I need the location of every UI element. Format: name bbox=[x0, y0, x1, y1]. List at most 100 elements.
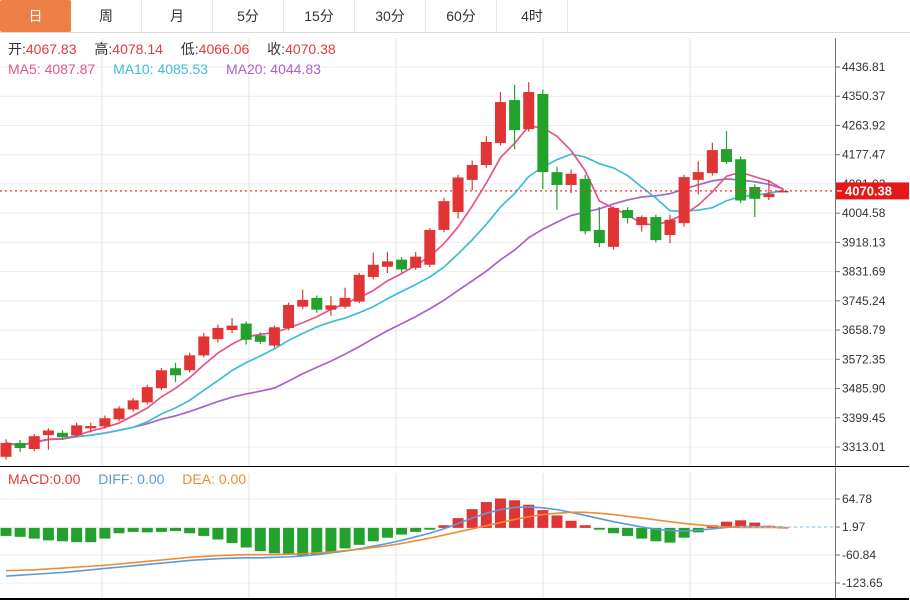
macd-hist-bar bbox=[28, 527, 40, 539]
candle-body bbox=[268, 327, 280, 346]
macd-hist-bar bbox=[42, 527, 54, 541]
tab-month[interactable]: 月 bbox=[142, 0, 213, 32]
candle-body bbox=[452, 177, 464, 212]
candle-body bbox=[763, 193, 775, 198]
macd-hist-bar bbox=[184, 527, 196, 534]
candle-body bbox=[551, 172, 563, 185]
candle-body bbox=[692, 172, 704, 180]
macd-hist-bar bbox=[579, 525, 591, 528]
candle-body bbox=[706, 150, 718, 174]
macd-hist-bar bbox=[396, 527, 408, 535]
macd-hist-bar bbox=[141, 527, 153, 533]
macd-axis-label: -60.84 bbox=[842, 548, 876, 562]
macd-hist-bar bbox=[127, 527, 139, 532]
high-value: 4078.14 bbox=[112, 41, 163, 57]
candle-body bbox=[297, 299, 309, 307]
macd-hist-bar bbox=[480, 502, 492, 528]
candle-body bbox=[650, 217, 662, 241]
macd-hist-bar bbox=[155, 527, 167, 532]
ma10-readout: MA10: 4085.53 bbox=[113, 61, 209, 77]
tab-30min[interactable]: 30分 bbox=[355, 0, 426, 32]
candle-body bbox=[579, 178, 591, 232]
diff-line bbox=[5, 506, 783, 577]
candle-body bbox=[113, 408, 125, 420]
macd-hist-bar bbox=[593, 527, 605, 530]
macd-hist-bar bbox=[381, 527, 393, 538]
macd-hist-bar bbox=[0, 527, 12, 536]
tab-4hour[interactable]: 4时 bbox=[497, 0, 568, 32]
macd-hist-bar bbox=[678, 527, 690, 538]
tab-60min[interactable]: 60分 bbox=[426, 0, 497, 32]
main-axis-label: 4263.92 bbox=[842, 118, 886, 132]
candle-body bbox=[636, 217, 648, 226]
chart-canvas[interactable]: 4436.814350.374263.924177.474091.024004.… bbox=[0, 33, 910, 601]
macd-axis-label: -123.65 bbox=[842, 576, 883, 590]
main-axis-label: 3399.45 bbox=[842, 411, 886, 425]
candle-body bbox=[14, 442, 26, 449]
tab-15min[interactable]: 15分 bbox=[284, 0, 355, 32]
tab-week[interactable]: 周 bbox=[71, 0, 142, 32]
candle-body bbox=[85, 426, 97, 429]
macd-hist-bar bbox=[226, 527, 238, 544]
main-axis-label: 4177.47 bbox=[842, 148, 886, 162]
macd-hist-bar bbox=[71, 527, 83, 543]
tab-5min[interactable]: 5分 bbox=[213, 0, 284, 32]
main-axis-label: 3831.69 bbox=[842, 265, 886, 279]
candle-body bbox=[99, 418, 111, 427]
candle-body bbox=[735, 159, 747, 201]
ma-readout: MA5: 4087.87 MA10: 4085.53 MA20: 4044.83 bbox=[8, 61, 335, 77]
candle-body bbox=[57, 432, 69, 438]
macd-hist-bar bbox=[494, 498, 506, 528]
candle-body bbox=[0, 442, 12, 457]
macd-hist-bar bbox=[749, 522, 761, 528]
candle-body bbox=[396, 259, 408, 270]
candle-body bbox=[720, 149, 732, 162]
open-value: 4067.83 bbox=[25, 41, 77, 57]
dea-line bbox=[5, 511, 783, 572]
main-axis-label: 4436.81 bbox=[842, 60, 886, 74]
candle-body bbox=[353, 274, 365, 302]
macd-hist-bar bbox=[57, 527, 69, 542]
candle-body bbox=[198, 336, 210, 356]
tab-day[interactable]: 日 bbox=[0, 0, 71, 32]
main-axis-label: 3658.79 bbox=[842, 323, 886, 337]
ohlc-readout: 开:4067.83 高:4078.14 低:4066.06 收:4070.38 bbox=[8, 39, 350, 59]
candle-body bbox=[749, 186, 761, 199]
macd-hist-bar bbox=[622, 527, 634, 536]
macd-hist-bar bbox=[664, 527, 676, 543]
macd-hist-bar bbox=[254, 527, 266, 552]
macd-hist-bar bbox=[212, 527, 224, 540]
ma5-readout: MA5: 4087.87 bbox=[8, 61, 96, 77]
candle-body bbox=[438, 201, 450, 230]
last-price-tag-text: 4070.38 bbox=[845, 183, 892, 198]
macd-hist-bar bbox=[735, 520, 747, 528]
main-axis-label: 3572.35 bbox=[842, 352, 886, 366]
macd-hist-bar bbox=[198, 527, 210, 536]
candle-body bbox=[381, 261, 393, 267]
macd-hist-bar bbox=[551, 515, 563, 528]
macd-hist-bar bbox=[311, 527, 323, 555]
candle-body bbox=[155, 370, 167, 389]
macd-axis-label: 64.78 bbox=[842, 492, 872, 506]
candle-body bbox=[325, 305, 337, 310]
macd-hist-bar bbox=[85, 527, 97, 543]
macd-hist-bar bbox=[565, 520, 577, 528]
macd-axis-label: 1.97 bbox=[842, 520, 866, 534]
main-axis-label: 4350.37 bbox=[842, 89, 886, 103]
close-label: 收: bbox=[267, 41, 286, 57]
macd-hist-bar bbox=[283, 527, 295, 555]
candle-body bbox=[777, 190, 789, 193]
candle-body bbox=[184, 355, 196, 371]
macd-hist-bar bbox=[720, 521, 732, 528]
candle-body bbox=[410, 256, 422, 268]
candle-body bbox=[494, 102, 506, 144]
candle-body bbox=[226, 325, 238, 331]
candle-body bbox=[593, 229, 605, 244]
macd-hist-bar bbox=[424, 527, 436, 530]
main-axis-label: 3745.24 bbox=[842, 294, 886, 308]
macd-hist-bar bbox=[325, 527, 337, 552]
candle-body bbox=[170, 368, 182, 376]
macd-hist-bar bbox=[438, 525, 450, 528]
macd-hist-bar bbox=[509, 500, 521, 528]
close-value: 4070.38 bbox=[285, 41, 336, 57]
